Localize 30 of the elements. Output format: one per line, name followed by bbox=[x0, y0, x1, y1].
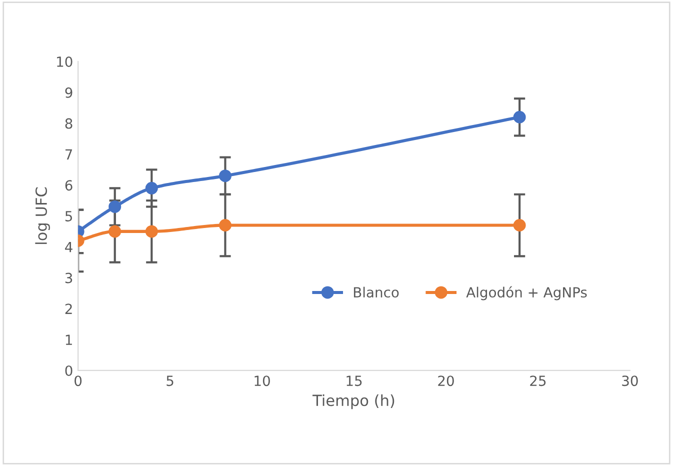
x-tick-label: 15 bbox=[346, 376, 362, 386]
y-tick-label: 1 bbox=[66, 334, 72, 345]
y-tick-label: 6 bbox=[65, 180, 72, 191]
x-tick-label: 25 bbox=[530, 376, 546, 386]
point bbox=[108, 200, 122, 213]
x-tick-label: 10 bbox=[254, 376, 270, 386]
y-tick-label: 3 bbox=[65, 272, 72, 284]
y-tick-label: 7 bbox=[66, 149, 72, 160]
x-tick-label: 5 bbox=[166, 376, 174, 386]
point bbox=[145, 182, 158, 194]
y-tick-label: 10 bbox=[57, 56, 72, 67]
point bbox=[218, 219, 232, 232]
y-axis-title: log UFC bbox=[35, 187, 50, 244]
x-tick-label: 30 bbox=[622, 376, 638, 386]
point bbox=[513, 219, 526, 232]
x-tick-label: 20 bbox=[438, 376, 454, 386]
legend-label: Blanco bbox=[354, 286, 399, 298]
y-tick-label: 0 bbox=[65, 365, 72, 376]
point bbox=[108, 225, 122, 238]
x-tick-label: 0 bbox=[74, 376, 82, 386]
y-tick-label: 9 bbox=[65, 87, 72, 98]
y-tick-label: 5 bbox=[65, 211, 72, 222]
y-tick-label: 8 bbox=[65, 118, 72, 129]
point bbox=[218, 170, 232, 182]
y-tick-label: 4 bbox=[65, 242, 72, 252]
point bbox=[513, 110, 526, 124]
y-tick-label: 2 bbox=[65, 304, 72, 314]
legend-label: Algodón + AgNPs bbox=[466, 286, 587, 300]
point bbox=[145, 225, 158, 238]
x-axis-title: Tiempo (h) bbox=[312, 394, 394, 410]
